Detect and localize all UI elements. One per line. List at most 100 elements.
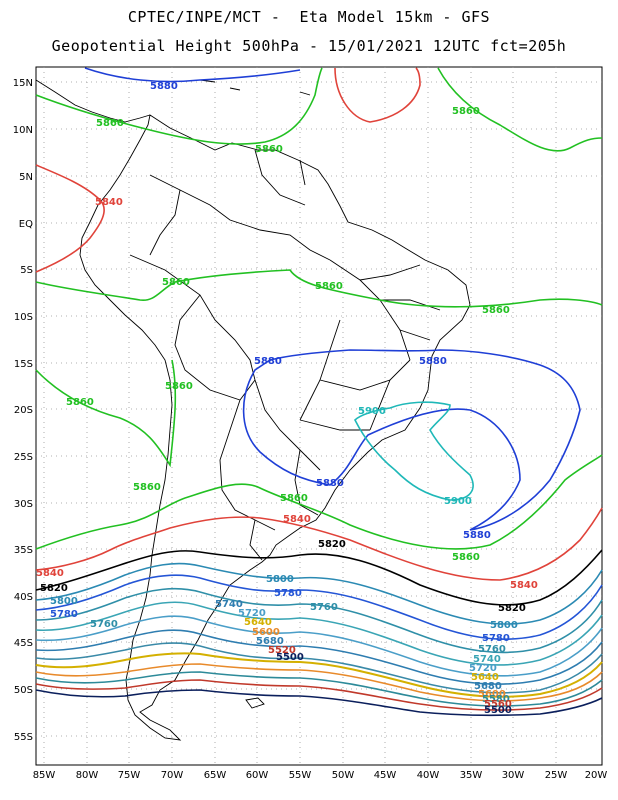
lat-tick: 15S (14, 359, 33, 370)
label-5860-south-a: 5860 (133, 482, 161, 493)
label-5820-b: 5820 (40, 583, 68, 594)
lat-tick: 40S (14, 592, 33, 603)
contour-5720 (35, 615, 603, 677)
label-5900-b: 5900 (444, 496, 472, 507)
lon-tick: 80W (76, 770, 99, 781)
coastlines (35, 79, 471, 741)
label-5780-a: 5780 (274, 588, 302, 599)
lon-tick: 65W (204, 770, 227, 781)
lat-tick: 10N (13, 125, 33, 136)
lon-tick: 35W (460, 770, 483, 781)
label-5800-b: 5800 (50, 596, 78, 607)
lat-tick: 20S (14, 405, 33, 416)
contour-5860-mid (35, 269, 603, 308)
label-5600-a: 5600 (252, 627, 280, 638)
contour-5800 (35, 562, 603, 625)
label-5760-b: 5760 (90, 619, 118, 630)
label-5820-a: 5820 (318, 539, 346, 550)
lon-tick: 70W (161, 770, 184, 781)
label-5520-a: 5520 (268, 645, 296, 656)
lat-tick: 5N (19, 172, 33, 183)
contour-5580 (35, 671, 603, 707)
lat-tick: 50S (14, 685, 33, 696)
label-5720-b: 5720 (469, 663, 497, 674)
central-america-coast (35, 79, 151, 123)
lon-tick: 75W (118, 770, 141, 781)
lat-axis: 15N 10N 5N EQ 5S 10S 15S 20S 25S 30S 35S… (13, 78, 33, 743)
contour-5500 (35, 689, 603, 717)
label-5860-north-b: 5860 (255, 144, 283, 155)
lat-tick: 35S (14, 545, 33, 556)
lon-tick: 40W (417, 770, 440, 781)
label-5860-south-c: 5860 (452, 552, 480, 563)
label-5640-b: 5640 (471, 672, 499, 683)
label-5880-north: 5880 (150, 81, 178, 92)
label-5860-north-a: 5860 (96, 118, 124, 129)
contour-5860-south (35, 454, 603, 550)
contour-5880-main (242, 349, 581, 531)
label-5900-a: 5900 (358, 406, 386, 417)
south-america-coastline (79, 114, 471, 741)
lon-tick: 50W (332, 770, 355, 781)
lat-tick: 25S (14, 452, 33, 463)
contour-5560 (35, 679, 603, 711)
label-5880-a: 5880 (254, 356, 282, 367)
label-5860-west-b: 5860 (66, 397, 94, 408)
label-5820-c: 5820 (498, 603, 526, 614)
label-5860-mid-c: 5860 (482, 305, 510, 316)
chart-title-line2: Geopotential Height 500hPa - 15/01/2021 … (51, 37, 567, 55)
label-5740-a: 5740 (215, 599, 243, 610)
label-5560-b: 5560 (484, 699, 512, 710)
lon-axis: 85W 80W 75W 70W 65W 60W 55W 50W 45W 40W … (33, 770, 608, 781)
label-5640-a: 5640 (244, 617, 272, 628)
chart-title-line1: CPTEC/INPE/MCT - Eta Model 15km - GFS (127, 8, 491, 26)
lat-tick: 15N (13, 78, 33, 89)
lon-tick: 25W (545, 770, 568, 781)
contour-5760 (35, 587, 603, 654)
label-5760-a: 5760 (310, 602, 338, 613)
lon-tick: 30W (502, 770, 525, 781)
label-5880-d: 5880 (463, 530, 491, 541)
falkland-islands (245, 697, 265, 709)
label-5760-c: 5760 (478, 644, 506, 655)
label-5680-a: 5680 (256, 636, 284, 647)
contour-5860-high-north (334, 67, 421, 123)
lat-tick: 10S (14, 312, 33, 323)
label-5780-c: 5780 (482, 633, 510, 644)
lat-tick: 45S (14, 638, 33, 649)
contour-5900 (354, 401, 474, 501)
label-5680-b: 5680 (474, 681, 502, 692)
label-5860-south-b: 5860 (280, 493, 308, 504)
lat-tick: 5S (20, 265, 33, 276)
contour-5640 (35, 652, 603, 698)
lon-tick: 20W (585, 770, 608, 781)
contour-5880-north (84, 67, 301, 83)
contour-5700 (35, 629, 603, 685)
label-5500-a: 5500 (276, 652, 304, 663)
contour-5600 (35, 663, 603, 702)
label-5720-a: 5720 (238, 608, 266, 619)
lat-tick: 55S (14, 732, 33, 743)
lon-tick: 60W (246, 770, 269, 781)
label-5840-south-c: 5840 (510, 580, 538, 591)
contour-5840-south (35, 507, 603, 581)
label-5840-south-b: 5840 (36, 568, 64, 579)
lat-tick: 30S (14, 499, 33, 510)
contour-5860-north-b (437, 67, 603, 152)
lat-tick: EQ (19, 219, 33, 230)
contour-5860-west (35, 359, 177, 468)
label-5500-b: 5500 (484, 705, 512, 716)
label-5880-c: 5880 (316, 478, 344, 489)
label-5800-a: 5800 (266, 574, 294, 585)
contour-5680 (35, 642, 603, 694)
country-borders (129, 149, 331, 561)
lon-tick: 55W (289, 770, 312, 781)
contour-5780 (35, 574, 603, 640)
contour-5820 (35, 549, 603, 606)
contour-5740 (35, 601, 603, 666)
label-5860-west-a: 5860 (165, 381, 193, 392)
label-5860-north-c: 5860 (452, 106, 480, 117)
label-5840-south-a: 5840 (283, 514, 311, 525)
label-5840-west: 5840 (95, 197, 123, 208)
